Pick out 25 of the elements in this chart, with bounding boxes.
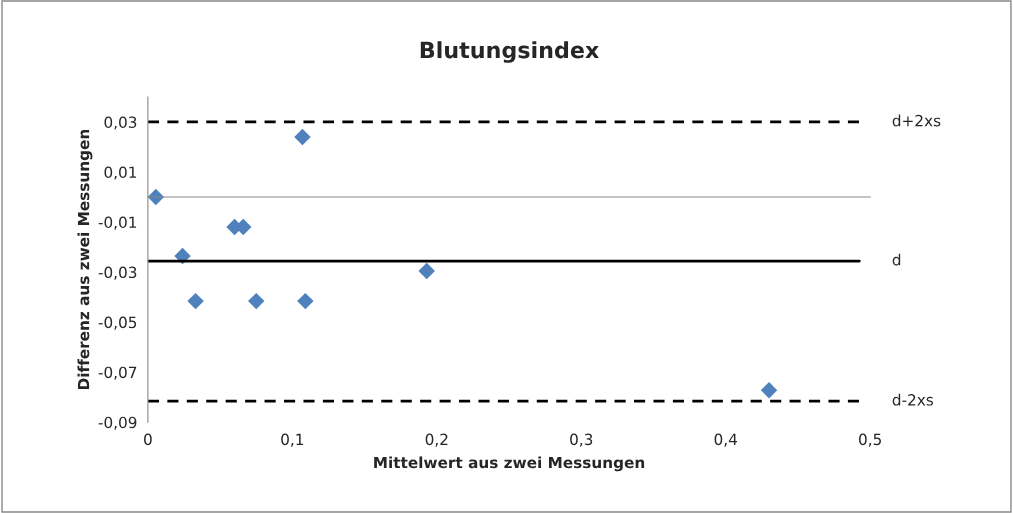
y-tick-label: -0,09 xyxy=(98,416,137,430)
point xyxy=(760,381,778,399)
y-tick-label: 0,01 xyxy=(104,166,137,180)
y-tick-label: -0,05 xyxy=(98,316,137,330)
ref-line-label: d xyxy=(892,253,901,266)
point xyxy=(418,262,435,280)
y-tick-label: -0,03 xyxy=(98,266,137,280)
y-axis-title: Differenz aus zwei Messungen xyxy=(77,129,93,390)
x-axis-title: Mittelwert aus zwei Messungen xyxy=(374,456,645,472)
chart-title: Blutungsindex xyxy=(420,41,599,63)
x-tick-label: 0,4 xyxy=(714,433,738,447)
x-tick-label: 0,1 xyxy=(281,433,304,447)
y-tick-label: 0,03 xyxy=(104,116,137,130)
x-tick-label: 0,2 xyxy=(425,433,448,447)
ref-line-label: d-2xs xyxy=(892,393,934,406)
point xyxy=(187,292,204,310)
x-tick-label: 0,3 xyxy=(570,433,593,447)
ref-line-label: d+2xs xyxy=(892,114,941,127)
y-tick-label: -0,01 xyxy=(98,216,137,230)
point xyxy=(248,292,265,310)
x-tick-label: 0 xyxy=(144,433,152,446)
point xyxy=(297,292,314,310)
y-tick-label: -0,07 xyxy=(98,366,137,380)
point xyxy=(294,128,311,146)
x-tick-label: 0,5 xyxy=(859,433,881,447)
